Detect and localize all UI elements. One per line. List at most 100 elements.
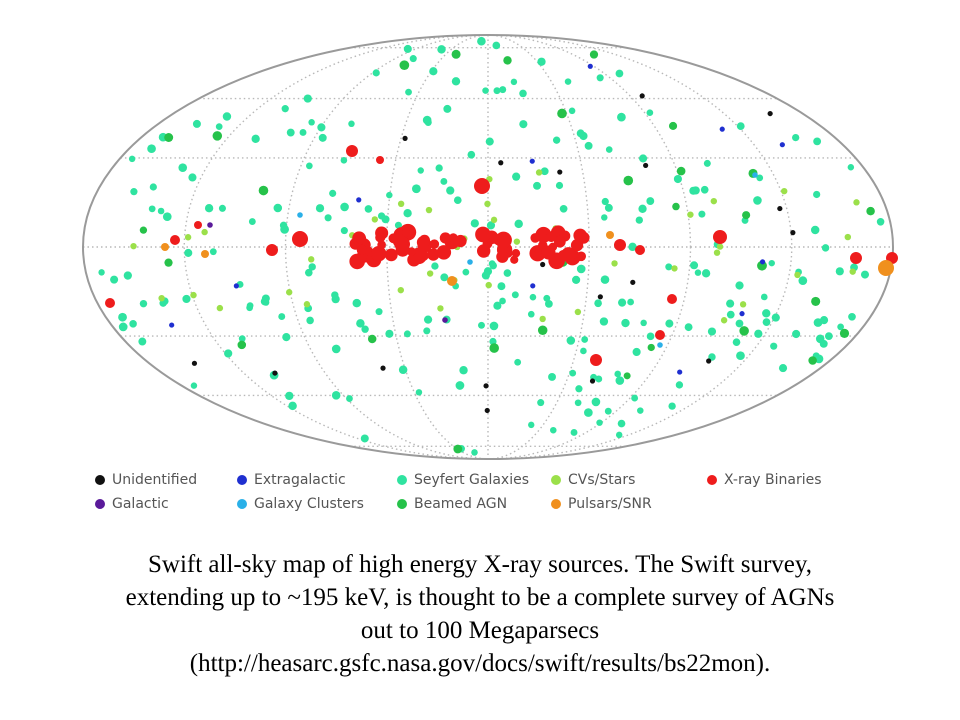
source-point-xrb <box>573 228 587 243</box>
source-point-seyfert <box>429 67 438 76</box>
legend-item-unidentified: Unidentified <box>95 472 197 488</box>
source-point-seyfert <box>497 282 506 291</box>
source-point-seyfert <box>604 203 613 212</box>
source-point-seyfert <box>640 319 647 327</box>
source-point-xrb <box>346 145 358 157</box>
source-point-seyfert <box>381 215 390 224</box>
source-point-pulsars <box>201 250 209 258</box>
source-point-cvs <box>490 216 498 224</box>
source-point-xrb <box>266 244 278 256</box>
source-point-seyfert <box>770 342 778 350</box>
source-point-cvs <box>853 199 860 206</box>
source-point-xrb <box>356 244 367 255</box>
source-point-extragalactic <box>587 63 593 69</box>
source-point-seyfert <box>471 449 478 456</box>
source-point-beamed <box>742 211 751 220</box>
source-point-seyfert <box>646 109 654 117</box>
source-point-unidentified <box>483 383 489 389</box>
source-point-seyfert <box>315 204 325 213</box>
source-point-unidentified <box>643 162 649 169</box>
source-point-seyfert <box>552 136 561 144</box>
source-point-seyfert <box>821 244 830 252</box>
source-point-cvs <box>190 291 197 299</box>
source-point-seyfert <box>188 173 197 182</box>
source-point-extragalactic <box>779 142 785 148</box>
source-point-seyfert <box>762 318 771 326</box>
legend: Unidentified Extragalactic Seyfert Galax… <box>95 472 875 522</box>
source-point-xrb <box>541 245 556 260</box>
source-point-xrb <box>534 250 543 260</box>
source-point-xrb <box>448 233 458 243</box>
source-point-seyfert <box>760 293 768 301</box>
source-point-seyfert <box>555 181 564 190</box>
source-point-seyfert <box>570 429 578 436</box>
source-point-seyfert <box>431 262 439 270</box>
legend-item-beamed: Beamed AGN <box>397 496 507 512</box>
source-point-seyfert <box>129 320 137 328</box>
source-point-beamed <box>453 444 463 454</box>
galactic-dot-icon <box>95 499 105 509</box>
unidentified-dot-icon <box>95 475 105 485</box>
source-point-beamed <box>489 343 499 353</box>
source-point-seyfert <box>599 317 609 326</box>
source-point-beamed <box>676 166 686 176</box>
source-point-seyfert <box>279 221 288 230</box>
source-point-beamed <box>537 325 548 336</box>
source-point-cvs <box>397 286 404 294</box>
source-point-seyfert <box>162 212 172 222</box>
legend-label: Extragalactic <box>254 472 346 488</box>
source-point-cvs <box>158 294 165 302</box>
source-point-cvs <box>425 206 433 214</box>
source-point-unidentified <box>557 169 563 175</box>
source-point-seyfert <box>246 302 254 309</box>
source-point-seyfert <box>218 204 226 212</box>
source-point-xrb <box>850 252 862 264</box>
source-point-cvs <box>844 233 852 241</box>
source-point-cvs <box>485 281 492 289</box>
source-point-seyfert <box>527 310 535 318</box>
source-point-seyfert <box>591 397 601 407</box>
source-point-seyfert <box>285 391 294 401</box>
source-point-seyfert <box>635 216 643 224</box>
source-point-xrb <box>570 239 584 252</box>
source-point-seyfert <box>860 270 870 279</box>
source-point-seyfert <box>529 293 537 301</box>
source-point-unidentified <box>767 110 773 117</box>
legend-label: Galactic <box>112 496 169 512</box>
source-point-seyfert <box>615 376 625 385</box>
caption-line: (http://heasarc.gsfc.nasa.gov/docs/swift… <box>189 650 771 677</box>
source-point-seyfert <box>584 408 593 417</box>
source-point-cvs <box>687 211 694 218</box>
source-point-cvs <box>849 268 856 275</box>
figure-caption: Swift all-sky map of high energy X-ray s… <box>20 548 940 680</box>
source-point-beamed <box>503 56 512 65</box>
source-point-unidentified <box>639 93 645 99</box>
source-point-beamed <box>739 326 749 336</box>
source-point-seyfert <box>190 382 198 389</box>
source-point-seyfert <box>615 69 624 78</box>
source-point-seyfert <box>537 57 546 66</box>
source-point-cvs <box>201 228 208 236</box>
source-point-unidentified <box>597 294 603 300</box>
source-point-seyfert <box>385 329 394 338</box>
source-point-unidentified <box>402 135 408 141</box>
source-point-seyfert <box>215 123 223 130</box>
source-point-seyfert <box>596 74 604 82</box>
source-point-seyfert <box>762 309 771 318</box>
legend-item-clusters: Galaxy Clusters <box>237 496 364 512</box>
source-point-beamed <box>258 185 269 196</box>
source-point-seyfert <box>394 221 402 229</box>
source-point-xrb <box>356 233 367 245</box>
legend-label: Galaxy Clusters <box>254 496 364 512</box>
source-point-xrb <box>436 245 452 260</box>
source-point-cvs <box>671 265 678 272</box>
source-point-seyfert <box>209 248 217 256</box>
source-point-seyfert <box>346 395 353 402</box>
source-point-seyfert <box>604 407 612 415</box>
source-point-seyfert <box>569 369 577 377</box>
source-point-beamed <box>866 206 875 216</box>
source-point-xrb <box>429 239 440 249</box>
source-point-xrb <box>416 236 430 249</box>
source-point-xrb <box>510 255 519 264</box>
legend-label: X-ray Binaries <box>724 472 822 488</box>
